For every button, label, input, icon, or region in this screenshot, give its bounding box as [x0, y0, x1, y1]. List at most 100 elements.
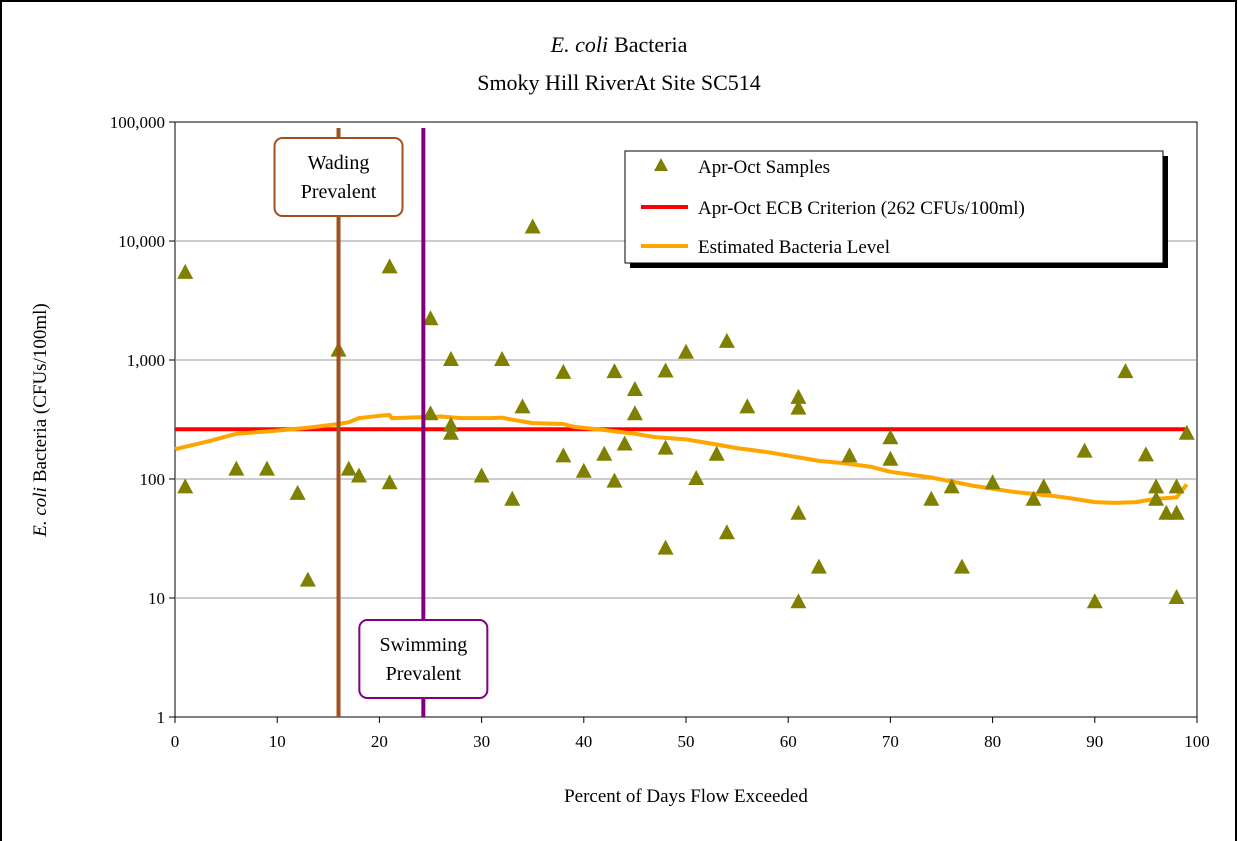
x-tick-label: 40 [575, 732, 592, 751]
samples-series [177, 218, 1195, 609]
sample-point [596, 445, 613, 461]
swimming-label-line2: Prevalent [386, 663, 462, 685]
sample-point [299, 571, 316, 587]
y-axis-label-rest: Bacteria (CFUs/100ml) [30, 303, 51, 482]
x-tick-label: 70 [882, 732, 899, 751]
sample-point [1086, 593, 1103, 609]
sample-point [606, 363, 623, 379]
sample-point [790, 593, 807, 609]
legend: Apr-Oct Samples Apr-Oct ECB Criterion (2… [624, 150, 1168, 268]
sample-point [442, 424, 459, 440]
sample-point [258, 460, 275, 476]
y-tick-label: 10,000 [118, 232, 165, 251]
chart-title: E. coli Bacteria [550, 32, 688, 57]
sample-point [1168, 504, 1185, 520]
sample-point [626, 405, 643, 421]
sample-point [657, 362, 674, 378]
sample-point [1035, 478, 1052, 494]
sample-point [657, 539, 674, 555]
sample-point [923, 490, 940, 506]
sample-point [442, 416, 459, 432]
sample-point [1025, 490, 1042, 506]
reference-lines: Wading Prevalent Swimming Prevalent [273, 128, 489, 717]
y-tick-label: 1 [157, 708, 166, 727]
sample-point [790, 504, 807, 520]
sample-point [841, 447, 858, 463]
sample-point [943, 478, 960, 494]
sample-point [984, 474, 1001, 490]
x-tick-label: 50 [678, 732, 695, 751]
sample-point [606, 472, 623, 488]
sample-point [708, 445, 725, 461]
y-tick-label: 10 [148, 589, 165, 608]
x-tick-label: 0 [171, 732, 180, 751]
x-tick-label: 30 [473, 732, 490, 751]
sample-point [718, 524, 735, 540]
sample-point [524, 218, 541, 234]
y-tick-label: 100 [140, 470, 166, 489]
sample-point [626, 380, 643, 396]
sample-point [504, 490, 521, 506]
sample-point [289, 484, 306, 500]
sample-point [350, 467, 367, 483]
sample-point [1158, 504, 1175, 520]
sample-point [882, 429, 899, 445]
sample-point [718, 332, 735, 348]
x-axis: 0 10 20 30 40 50 60 70 80 90 100 [171, 717, 1210, 751]
sample-point [1148, 478, 1165, 494]
sample-point [177, 478, 194, 494]
y-tick-label: 100,000 [110, 113, 165, 132]
sample-point [810, 558, 827, 574]
sample-point [381, 474, 398, 490]
sample-point [228, 460, 245, 476]
sample-point [1168, 478, 1185, 494]
x-tick-label: 90 [1086, 732, 1103, 751]
legend-label-estimate: Estimated Bacteria Level [698, 237, 890, 258]
swimming-label-box [358, 619, 489, 699]
wading-label-line1: Wading [308, 152, 370, 174]
sample-point [555, 363, 572, 379]
sample-point [473, 467, 490, 483]
sample-point [882, 450, 899, 466]
x-tick-label: 20 [371, 732, 388, 751]
sample-point [616, 435, 633, 451]
wading-label-box [273, 137, 404, 217]
estimate-line [174, 413, 1189, 505]
sample-point [1137, 446, 1154, 462]
sample-point [953, 558, 970, 574]
sample-point [422, 310, 439, 326]
sample-point [422, 405, 439, 421]
chart-title-rest: Bacteria [614, 32, 688, 57]
legend-label-samples: Apr-Oct Samples [698, 157, 830, 178]
sample-point [555, 447, 572, 463]
sample-point [1117, 363, 1134, 379]
chart-subtitle: Smoky Hill RiverAt Site SC514 [477, 70, 761, 95]
y-tick-label: 1,000 [127, 351, 165, 370]
y-axis-label-italic: E. coli [30, 487, 51, 538]
y-axis: 1 10 100 1,000 10,000 100,000 [110, 113, 175, 727]
sample-point [1168, 589, 1185, 604]
sample-point [790, 399, 807, 415]
sample-point [381, 258, 398, 274]
sample-point [442, 351, 459, 366]
sample-point [1148, 490, 1165, 506]
x-tick-label: 100 [1184, 732, 1210, 751]
sample-point [177, 263, 194, 279]
legend-marker-samples [654, 158, 668, 171]
swimming-label-line1: Swimming [379, 634, 467, 656]
x-axis-label: Percent of Days Flow Exceeded [564, 786, 808, 807]
sample-point [790, 388, 807, 404]
sample-point [678, 343, 694, 359]
x-tick-label: 60 [780, 732, 797, 751]
sample-point [739, 398, 756, 414]
y-axis-label: E. coli Bacteria (CFUs/100ml) [30, 303, 51, 538]
sample-point [494, 351, 511, 366]
estimate-series [174, 413, 1189, 505]
legend-label-criterion: Apr-Oct ECB Criterion (262 CFUs/100ml) [698, 198, 1025, 219]
sample-point [514, 398, 531, 414]
sample-point [575, 462, 592, 478]
x-tick-label: 10 [269, 732, 286, 751]
sample-point [1076, 442, 1093, 458]
sample-point [688, 470, 705, 485]
